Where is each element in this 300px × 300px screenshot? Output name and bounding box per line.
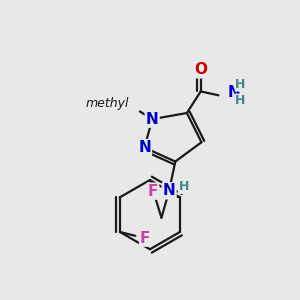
Text: methyl: methyl [85, 97, 129, 110]
Text: N: N [228, 85, 240, 100]
Text: H: H [236, 78, 246, 91]
Text: N: N [163, 183, 175, 198]
Text: F: F [148, 184, 158, 199]
Text: N: N [146, 112, 159, 127]
Text: H: H [236, 94, 246, 107]
Text: N: N [138, 140, 151, 155]
Text: H: H [178, 180, 189, 194]
Text: O: O [194, 62, 207, 77]
Text: F: F [140, 231, 151, 246]
